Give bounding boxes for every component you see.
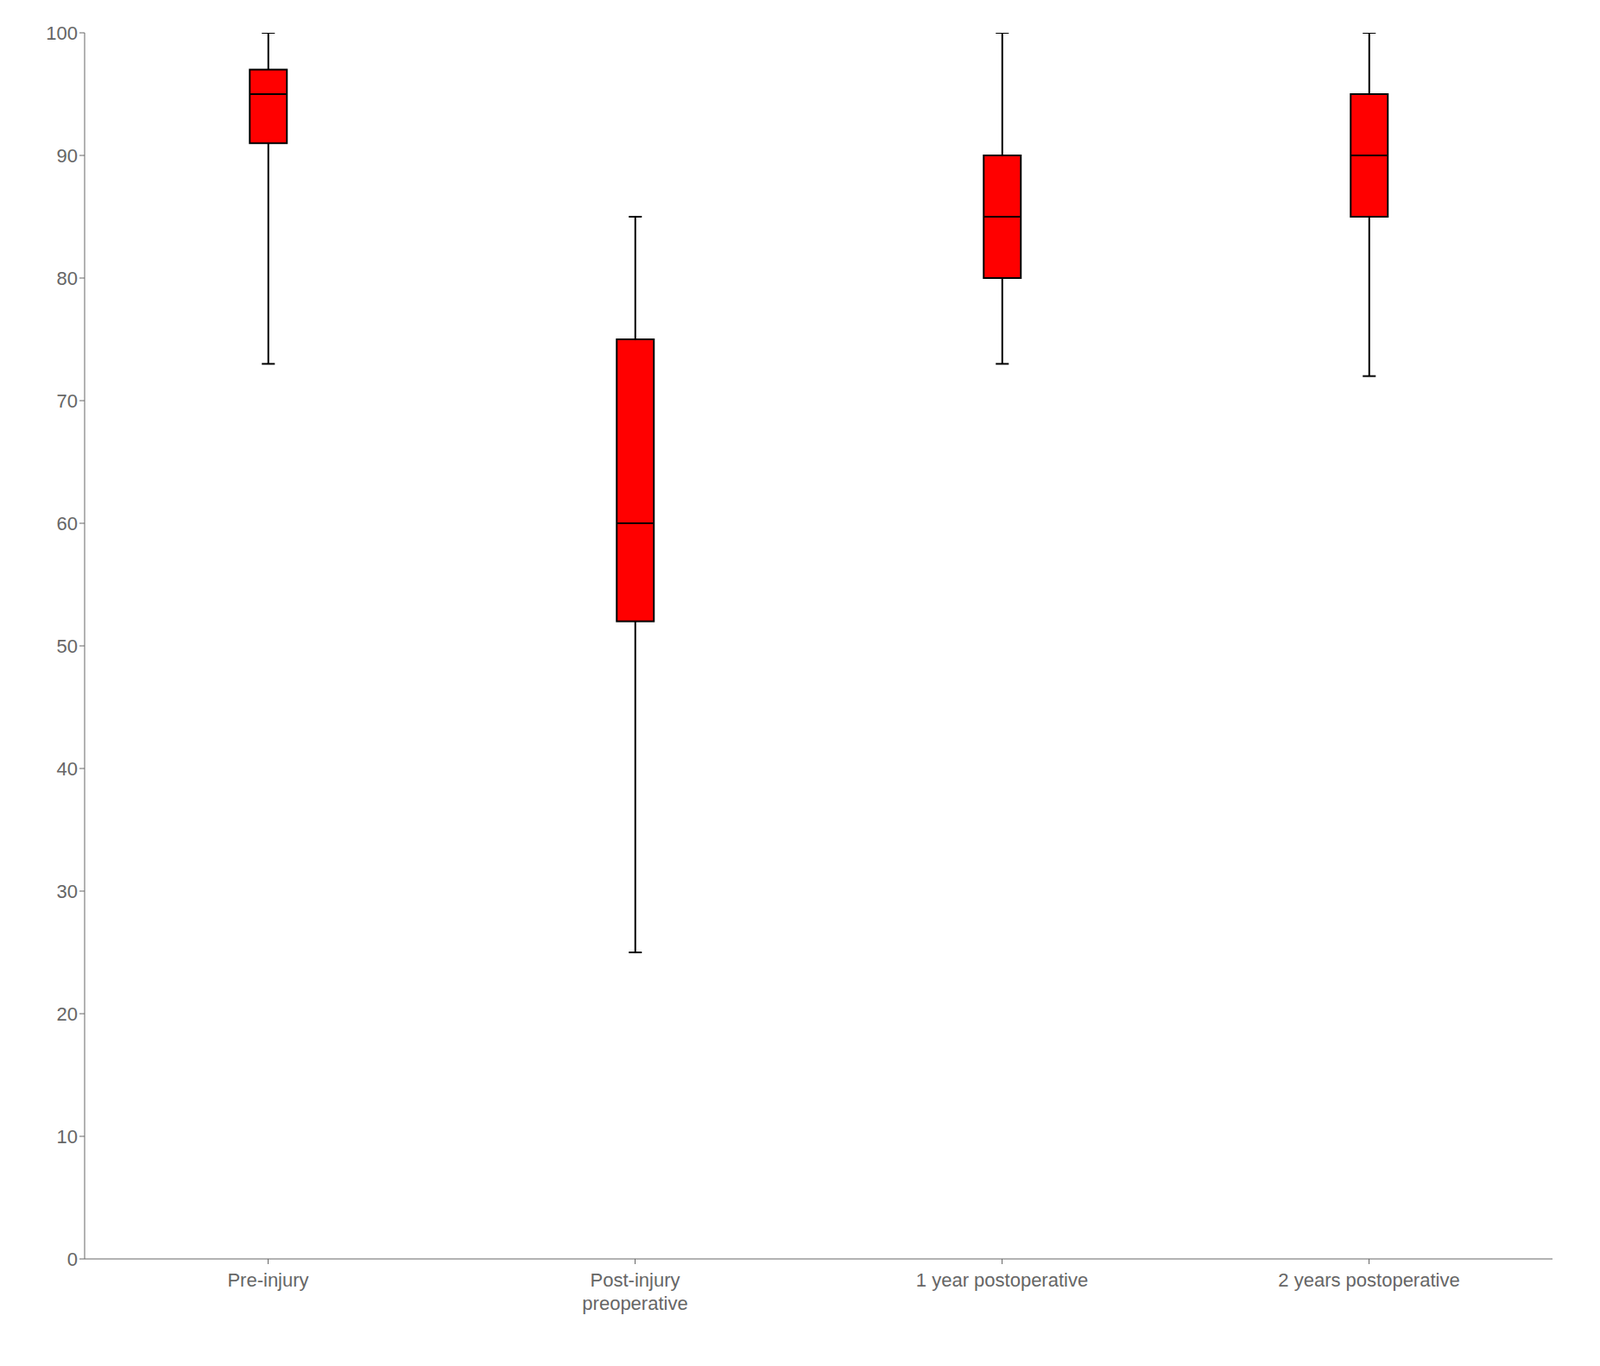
svg-text:100: 100	[45, 22, 78, 45]
svg-text:60: 60	[56, 512, 78, 535]
svg-text:10: 10	[56, 1125, 78, 1148]
svg-text:1 year postoperative: 1 year postoperative	[916, 1269, 1088, 1291]
svg-text:20: 20	[56, 1003, 78, 1025]
svg-text:70: 70	[56, 390, 78, 412]
svg-text:50: 50	[56, 635, 78, 658]
svg-text:30: 30	[56, 880, 78, 903]
svg-text:90: 90	[56, 145, 78, 167]
svg-text:2 years postoperative: 2 years postoperative	[1277, 1269, 1460, 1291]
svg-text:Pre-injury: Pre-injury	[227, 1269, 309, 1291]
svg-text:0: 0	[67, 1248, 78, 1271]
svg-text:40: 40	[56, 758, 78, 780]
svg-text:80: 80	[56, 267, 78, 290]
svg-text:Post-injurypreoperative: Post-injurypreoperative	[581, 1269, 688, 1314]
